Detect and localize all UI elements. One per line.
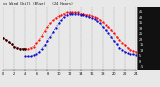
Text: 0: 0: [139, 60, 141, 64]
Text: 15: 15: [139, 43, 143, 47]
Text: 25: 25: [139, 32, 143, 36]
Text: 45: 45: [139, 10, 143, 14]
Text: 20: 20: [139, 38, 143, 42]
Text: 40: 40: [139, 16, 143, 20]
Text: Milwaukee Weather Outdoor Temperature (Red)
vs Wind Chill (Blue)   (24 Hours): Milwaukee Weather Outdoor Temperature (R…: [3, 0, 95, 6]
Text: -5: -5: [139, 65, 143, 69]
Text: 10: 10: [139, 49, 143, 53]
Text: 35: 35: [139, 21, 143, 25]
Text: 5: 5: [139, 54, 141, 58]
Text: 30: 30: [139, 27, 143, 31]
